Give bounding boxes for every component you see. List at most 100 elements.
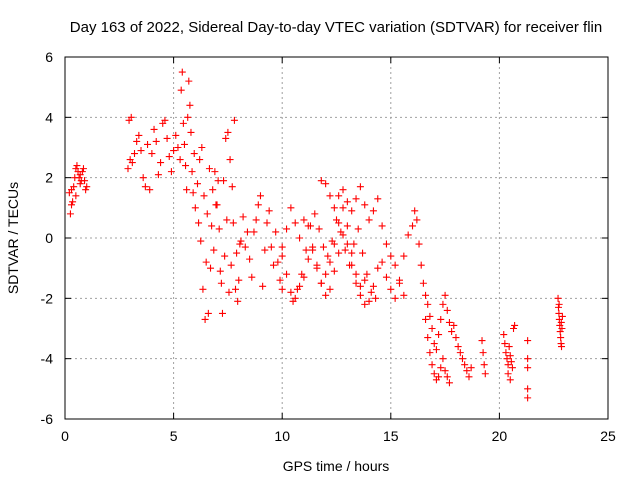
data-point xyxy=(445,379,453,387)
data-point xyxy=(350,240,358,248)
data-point xyxy=(254,201,262,209)
data-point xyxy=(369,282,377,290)
data-point xyxy=(154,171,162,179)
data-point xyxy=(387,285,395,293)
data-point xyxy=(432,346,440,354)
data-point xyxy=(182,162,190,170)
data-point xyxy=(203,210,211,218)
data-point xyxy=(400,252,408,260)
data-point xyxy=(187,128,195,136)
data-point xyxy=(555,309,563,317)
data-point xyxy=(506,376,514,384)
data-point xyxy=(261,246,269,254)
data-point xyxy=(184,113,192,121)
data-point xyxy=(69,198,77,206)
data-point xyxy=(283,270,291,278)
data-point xyxy=(400,291,408,299)
data-point xyxy=(326,192,334,200)
data-point xyxy=(174,144,182,151)
data-point xyxy=(139,174,147,182)
data-point xyxy=(524,394,532,402)
data-point xyxy=(372,294,380,302)
data-point xyxy=(374,264,382,272)
data-point xyxy=(510,325,518,332)
data-point xyxy=(391,261,399,269)
data-point xyxy=(374,195,382,203)
data-point xyxy=(456,349,464,357)
data-point xyxy=(508,364,516,372)
data-point xyxy=(348,207,356,215)
data-point xyxy=(306,222,314,230)
data-point xyxy=(68,201,76,209)
data-point xyxy=(437,364,445,372)
data-point xyxy=(328,237,336,245)
data-point xyxy=(225,288,233,296)
data-point xyxy=(382,240,390,248)
data-point xyxy=(343,240,351,248)
data-point xyxy=(70,183,78,191)
data-point xyxy=(504,370,512,378)
data-point xyxy=(300,216,308,224)
x-tick-label: 10 xyxy=(274,428,290,444)
data-point xyxy=(234,297,242,305)
data-point xyxy=(441,291,449,299)
data-point xyxy=(426,349,434,357)
data-point xyxy=(131,150,139,158)
data-point xyxy=(557,318,565,326)
data-point xyxy=(335,249,343,257)
data-point xyxy=(172,131,180,139)
data-point xyxy=(127,113,135,121)
data-point xyxy=(505,343,513,351)
data-point xyxy=(287,204,295,212)
data-point xyxy=(259,282,267,290)
data-point xyxy=(233,249,241,257)
data-point xyxy=(309,246,317,254)
grid-lines xyxy=(65,57,608,419)
data-point xyxy=(504,361,512,369)
x-tick-label: 25 xyxy=(600,428,616,444)
data-point xyxy=(428,325,436,332)
data-point xyxy=(378,222,386,230)
data-point xyxy=(339,186,347,194)
data-point xyxy=(352,279,360,287)
data-point xyxy=(223,216,231,224)
data-point xyxy=(339,204,347,212)
data-point xyxy=(367,288,375,296)
data-point xyxy=(150,125,158,133)
data-point xyxy=(502,349,510,357)
data-point xyxy=(190,150,198,158)
data-point xyxy=(170,147,178,155)
data-point xyxy=(404,231,412,239)
data-point xyxy=(557,334,565,342)
data-point xyxy=(236,240,244,248)
data-point xyxy=(365,216,373,224)
data-point xyxy=(558,343,566,351)
data-point xyxy=(191,204,199,212)
data-point xyxy=(276,276,284,284)
x-axis-label: GPS time / hours xyxy=(283,458,390,474)
data-point xyxy=(326,258,334,266)
data-point xyxy=(270,261,278,269)
y-axis-ticks: -6 -4 -2 0 2 4 6 xyxy=(41,49,608,427)
data-point xyxy=(208,222,216,230)
data-point xyxy=(165,153,173,161)
y-tick-label: -4 xyxy=(41,351,54,367)
data-point xyxy=(330,267,338,275)
data-point xyxy=(445,318,453,326)
data-point xyxy=(224,128,232,136)
data-point xyxy=(287,288,295,296)
data-point xyxy=(411,207,419,215)
data-point xyxy=(352,270,360,278)
data-point xyxy=(241,243,249,251)
data-point xyxy=(437,315,445,323)
data-point xyxy=(511,321,519,329)
data-point xyxy=(424,334,432,342)
data-point xyxy=(200,192,208,200)
data-point xyxy=(226,156,234,164)
data-point xyxy=(311,210,319,218)
data-point xyxy=(448,328,456,336)
data-point xyxy=(317,177,325,185)
data-point xyxy=(415,240,423,248)
data-point xyxy=(202,258,210,266)
